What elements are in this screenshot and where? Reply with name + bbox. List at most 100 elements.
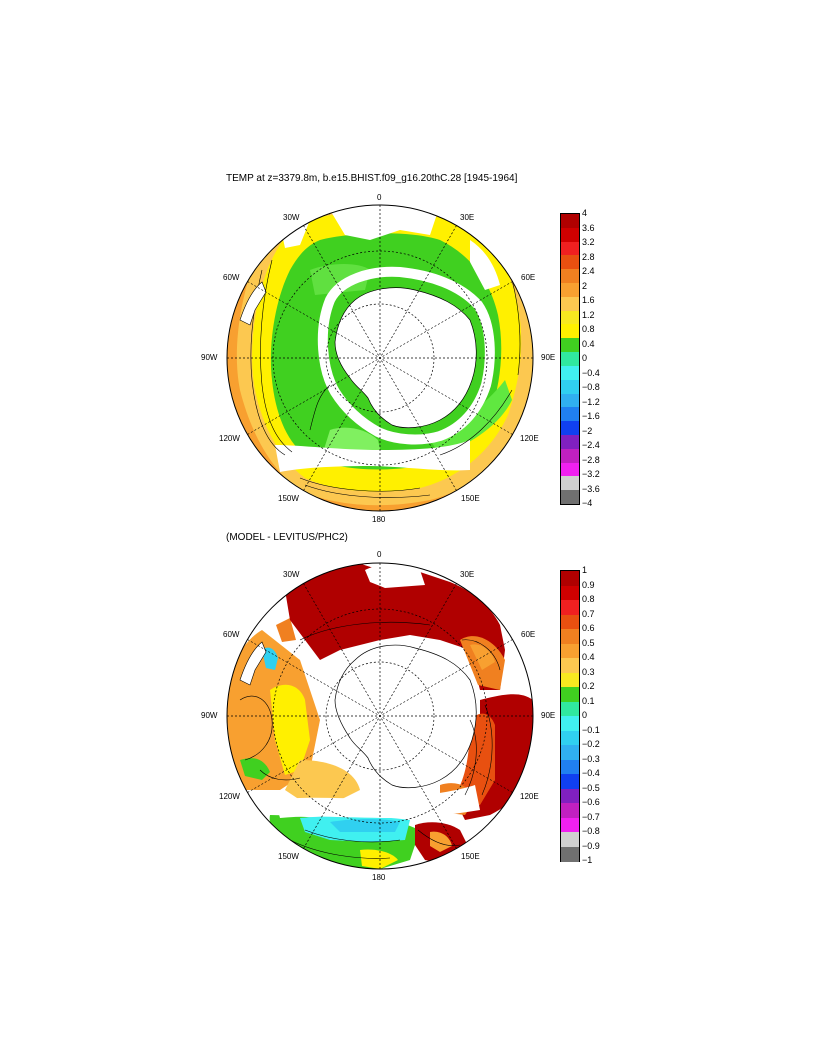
map1-colorbar-label: −0.8 — [582, 382, 600, 392]
map2-lon-90w: 90W — [201, 711, 218, 720]
map1-colorbar-swatch — [561, 490, 579, 505]
map1-colorbar-swatch — [561, 352, 579, 367]
map2-colorbar-label: −1 — [582, 855, 593, 865]
map1-colorbar-label: 0 — [582, 353, 588, 363]
map2-title: (MODEL - LEVITUS/PHC2) — [226, 532, 348, 543]
map2-colorbar-label: 0 — [582, 710, 588, 720]
map1-lon-0: 0 — [377, 193, 382, 202]
map2-lon-60w: 60W — [223, 630, 240, 639]
map2-colorbar-swatch — [561, 629, 579, 644]
map1-colorbar-swatch — [561, 379, 579, 394]
map2-colorbar-swatch — [561, 672, 579, 688]
map2-colorbar-label: 0.8 — [582, 594, 595, 604]
map1-lon-120e: 120E — [520, 434, 539, 443]
map1-colorbar-swatch — [561, 241, 579, 256]
map2-colorbar-swatch — [561, 658, 579, 673]
map2-colorbar-label: −0.2 — [582, 739, 600, 749]
map2-colorbar-label: −0.6 — [582, 797, 600, 807]
map2-colorbar-label: −0.9 — [582, 840, 600, 851]
map2-lon-150w: 150W — [278, 852, 299, 861]
map2-lon-180: 180 — [372, 873, 386, 882]
map1-colorbar-label: 3.2 — [582, 237, 595, 247]
map2-colorbar-label: 0.4 — [582, 652, 595, 662]
map2-colorbar-label: 0.2 — [582, 681, 595, 691]
map1-lon-60w: 60W — [223, 273, 240, 282]
map1-title: TEMP at z=3379.8m, b.e15.BHIST.f09_g16.2… — [226, 173, 518, 184]
map2-lon-90e: 90E — [541, 711, 556, 720]
map2-colorbar-label: 0.9 — [582, 579, 595, 590]
map2-colorbar-label: 0.1 — [582, 695, 595, 706]
map1-colorbar-label: −2 — [582, 425, 593, 436]
map1-colorbar-label: −2.4 — [582, 440, 600, 450]
map2-lon-150e: 150E — [461, 852, 480, 861]
map2-colorbar-swatch — [561, 600, 579, 615]
map1-colorbar-label: 0.4 — [582, 338, 595, 349]
map1-colorbar-label: 2.8 — [582, 251, 595, 262]
map1-border — [226, 204, 534, 512]
map2-colorbar-swatch — [561, 745, 579, 760]
map1-colorbar-swatch — [561, 214, 579, 229]
map2-colorbar-swatch — [561, 730, 579, 746]
map2-colorbar-label: 0.5 — [582, 637, 595, 648]
map2-colorbar-label: −0.5 — [582, 782, 600, 793]
map1-field — [227, 205, 533, 511]
map2-colorbar-swatch — [561, 846, 579, 862]
map1-graticule — [227, 205, 533, 511]
map1-lon-30w: 30W — [283, 213, 300, 222]
map2-colorbar-label: −0.8 — [582, 826, 600, 836]
map2-colorbar-swatch — [561, 759, 579, 775]
map2-lon-60e: 60E — [521, 630, 536, 639]
map2-lon-120e: 120E — [520, 792, 539, 801]
map2-colorbar-swatch — [561, 701, 579, 717]
map1-colorbar-label: −3.6 — [582, 483, 600, 494]
map2-colorbar-swatch — [561, 832, 579, 847]
map2-colorbar-swatch — [561, 571, 579, 586]
map1-lon-150e: 150E — [461, 494, 480, 503]
map1-colorbar-swatch — [561, 365, 579, 381]
map1-colorbar-label: 2.4 — [582, 266, 595, 276]
map2-lon-30w: 30W — [283, 570, 300, 579]
map2-colorbar-label: 0.3 — [582, 666, 595, 677]
map2-colorbar-label: 1 — [582, 565, 588, 575]
map1-colorbar: 4 3.6 3.2 2.8 2.4 2 1.6 1.2 0.8 0.4 0 −0.4 −0.8 −1.2 −… — [560, 208, 610, 508]
map1-colorbar-label: 1.2 — [582, 309, 595, 320]
map1-colorbar-swatch — [561, 310, 579, 325]
map1-lon-150w: 150W — [278, 494, 299, 503]
map1-colorbar-label: −4 — [582, 498, 593, 508]
map1-lon-90w: 90W — [201, 353, 218, 362]
map1-colorbar-swatch — [561, 393, 579, 408]
map1-lon-60e: 60E — [521, 273, 536, 282]
map2-colorbar-swatch — [561, 716, 579, 731]
map2-colorbar-label: 0.6 — [582, 623, 595, 633]
map1-colorbar-swatch — [561, 407, 579, 422]
map1-colorbar-label: 3.6 — [582, 222, 595, 233]
map2-colorbar-label: −0.7 — [582, 811, 600, 822]
map1-colorbar-swatch — [561, 255, 579, 270]
map2-colorbar-frame — [560, 570, 580, 862]
map2-graticule — [227, 563, 533, 869]
map1-colorbar-label: −1.2 — [582, 396, 600, 407]
map1-colorbar-swatch — [561, 227, 579, 243]
map2-colorbar-swatch — [561, 585, 579, 601]
map1-colorbar-swatch — [561, 434, 579, 450]
map1-colorbar-swatch — [561, 269, 579, 284]
map2-colorbar-label: −0.1 — [582, 724, 600, 735]
map1-lon-90e: 90E — [541, 353, 556, 362]
map2-lon-30e: 30E — [460, 570, 475, 579]
map2-colorbar-label: −0.3 — [582, 753, 600, 764]
map1-colorbar-swatch — [561, 338, 579, 353]
map1-colorbar-frame — [560, 213, 580, 505]
map2-colorbar-swatch — [561, 614, 579, 630]
map1-colorbar-swatch — [561, 296, 579, 312]
map1-colorbar-label: −0.4 — [582, 367, 600, 378]
map2-border — [226, 562, 534, 870]
map1-colorbar-swatch — [561, 448, 579, 464]
map2-lon-120w: 120W — [219, 792, 240, 801]
map1-colorbar-label: 0.8 — [582, 324, 595, 334]
map1-colorbar-label: −2.8 — [582, 454, 600, 465]
map1-colorbar-swatch — [561, 462, 579, 477]
map1-colorbar-label: −3.2 — [582, 469, 600, 479]
map1-colorbar-swatch — [561, 283, 579, 298]
map1-colorbar-label: 2 — [582, 280, 588, 291]
